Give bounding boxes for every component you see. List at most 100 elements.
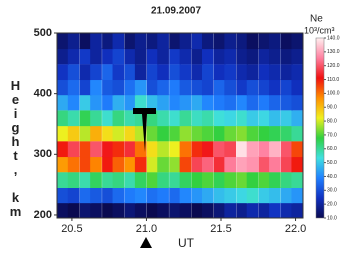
heat-cell [169,172,181,188]
heat-cell [269,48,281,64]
heat-cell [135,33,147,49]
heat-cell [135,48,147,64]
heat-cell [80,110,92,126]
heat-cell [192,141,204,157]
heat-cell [57,48,69,64]
heat-cell [147,172,159,188]
heat-cell [236,187,248,203]
heat-cell [113,48,125,64]
heat-cell [259,48,271,64]
heat-cell [269,125,281,141]
heat-cell [113,79,125,95]
y-tick-label: 500 [34,27,52,39]
heat-cell [180,110,192,126]
colorbar-tick-label: 20.0 [327,201,337,207]
heat-cell [192,125,204,141]
heat-cell [57,110,69,126]
heat-cell [269,94,281,110]
heat-cell [124,79,136,95]
heat-cell [169,141,181,157]
heat-cell [202,33,214,49]
heat-cell [57,64,69,80]
heat-cell [68,187,80,203]
heat-cell [90,141,102,157]
heat-cell [291,94,303,110]
heat-cell [80,156,92,172]
heat-cell [102,94,114,110]
heat-cell [224,33,236,49]
heat-cell [180,187,192,203]
heat-cell [124,141,136,157]
colorbar-tick-label: 90.0 [327,105,337,111]
heat-cell [236,94,248,110]
heat-cell [90,33,102,49]
heat-cell [291,79,303,95]
heat-cell [80,79,92,95]
heat-cell [124,33,136,49]
heat-cell [259,187,271,203]
heat-cell [236,141,248,157]
heat-cell [180,141,192,157]
heat-cell [169,94,181,110]
heat-cell [236,48,248,64]
heat-cell [147,48,159,64]
heat-cell [291,202,303,218]
heat-cell [192,156,204,172]
heat-cell [102,110,114,126]
heat-cell [135,187,147,203]
heat-cell [57,156,69,172]
heat-cell [90,202,102,218]
heat-cell [57,187,69,203]
marker-triangle [140,237,152,248]
heat-cell [202,64,214,80]
heat-cell [102,141,114,157]
heat-cell [157,141,169,157]
heat-cell [269,110,281,126]
heat-cell [113,94,125,110]
heat-cell [102,187,114,203]
heat-cell [202,202,214,218]
heat-cell [157,94,169,110]
heat-cell [214,64,226,80]
heat-cell [202,125,214,141]
heat-cell [180,48,192,64]
heat-cell [214,202,226,218]
heat-cell [113,187,125,203]
heat-cell [124,48,136,64]
heat-cell [113,33,125,49]
heat-cell [224,202,236,218]
heat-cell [259,141,271,157]
heat-cell [157,156,169,172]
chart: Height, km 21.09.2007 Ne 10³/cm³ UT 2003… [0,0,361,260]
heat-cell [259,94,271,110]
heat-cell [135,202,147,218]
heat-cell [80,125,92,141]
heat-cell [68,79,80,95]
colorbar-tick-label: 140.0 [327,35,340,41]
heat-cell [68,64,80,80]
heat-cell [147,187,159,203]
heat-cell [192,94,204,110]
heat-cell [147,156,159,172]
heat-cell [259,33,271,49]
heat-cell [80,202,92,218]
heat-cell [269,202,281,218]
heat-cell [224,172,236,188]
heat-cell [147,125,159,141]
heat-cell [291,156,303,172]
heat-cell [80,64,92,80]
heat-cell [147,202,159,218]
heat-cell [192,48,204,64]
heat-cell [57,94,69,110]
heat-cell [281,202,293,218]
heat-cell [68,202,80,218]
heat-cell [214,141,226,157]
heat-cell [281,64,293,80]
heat-cell [157,48,169,64]
heat-cell [214,172,226,188]
heat-cell [247,141,259,157]
heat-cell [281,94,293,110]
heat-cell [180,64,192,80]
heat-cell [224,141,236,157]
colorbar-title: Ne [310,14,323,25]
